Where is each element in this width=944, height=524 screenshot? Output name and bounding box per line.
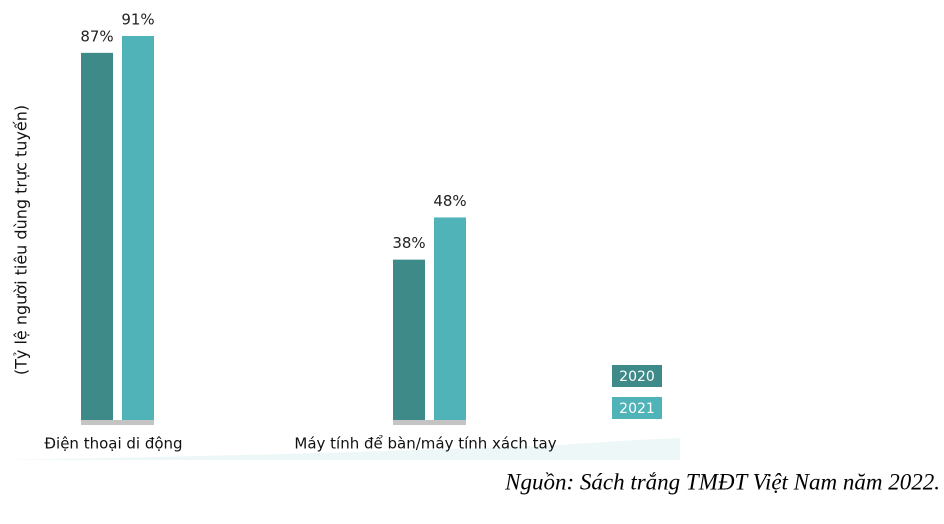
x-tick-label: Máy tính để bàn/máy tính xách tay xyxy=(294,435,556,453)
bar xyxy=(393,259,425,420)
baseline-bar xyxy=(393,420,466,425)
bar xyxy=(81,52,113,421)
data-label: 91% xyxy=(121,10,154,28)
y-axis-label: (Tỷ lệ người tiêu dùng trực tuyến) xyxy=(12,105,31,375)
baseline-bar xyxy=(81,420,154,425)
legend-swatch xyxy=(612,397,662,419)
data-label: 48% xyxy=(433,192,466,210)
x-tick-label: Điện thoại di động xyxy=(44,435,182,453)
source-note: Nguồn: Sách trắng TMĐT Việt Nam năm 2022… xyxy=(504,469,940,494)
data-label: 38% xyxy=(392,234,425,252)
bar xyxy=(434,217,466,420)
bar xyxy=(122,35,154,420)
legend-label: 2020 xyxy=(619,369,655,385)
legend-label: 2021 xyxy=(619,401,655,417)
data-label: 87% xyxy=(80,27,113,45)
legend-swatch xyxy=(612,365,662,387)
decor-wave xyxy=(0,438,680,460)
